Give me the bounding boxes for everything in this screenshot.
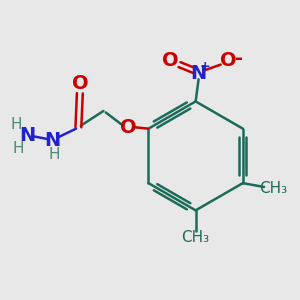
Text: O: O	[120, 118, 137, 137]
Text: CH₃: CH₃	[182, 230, 210, 245]
Text: H: H	[13, 141, 24, 156]
Text: O: O	[71, 74, 88, 93]
Text: N: N	[44, 131, 61, 150]
Text: N: N	[190, 64, 207, 83]
Text: H: H	[48, 147, 60, 162]
Text: O: O	[220, 51, 236, 70]
Text: H: H	[11, 117, 22, 132]
Text: +: +	[200, 61, 210, 74]
Text: N: N	[19, 126, 36, 145]
Text: O: O	[162, 51, 179, 70]
Text: -: -	[235, 49, 243, 68]
Text: CH₃: CH₃	[260, 181, 287, 196]
